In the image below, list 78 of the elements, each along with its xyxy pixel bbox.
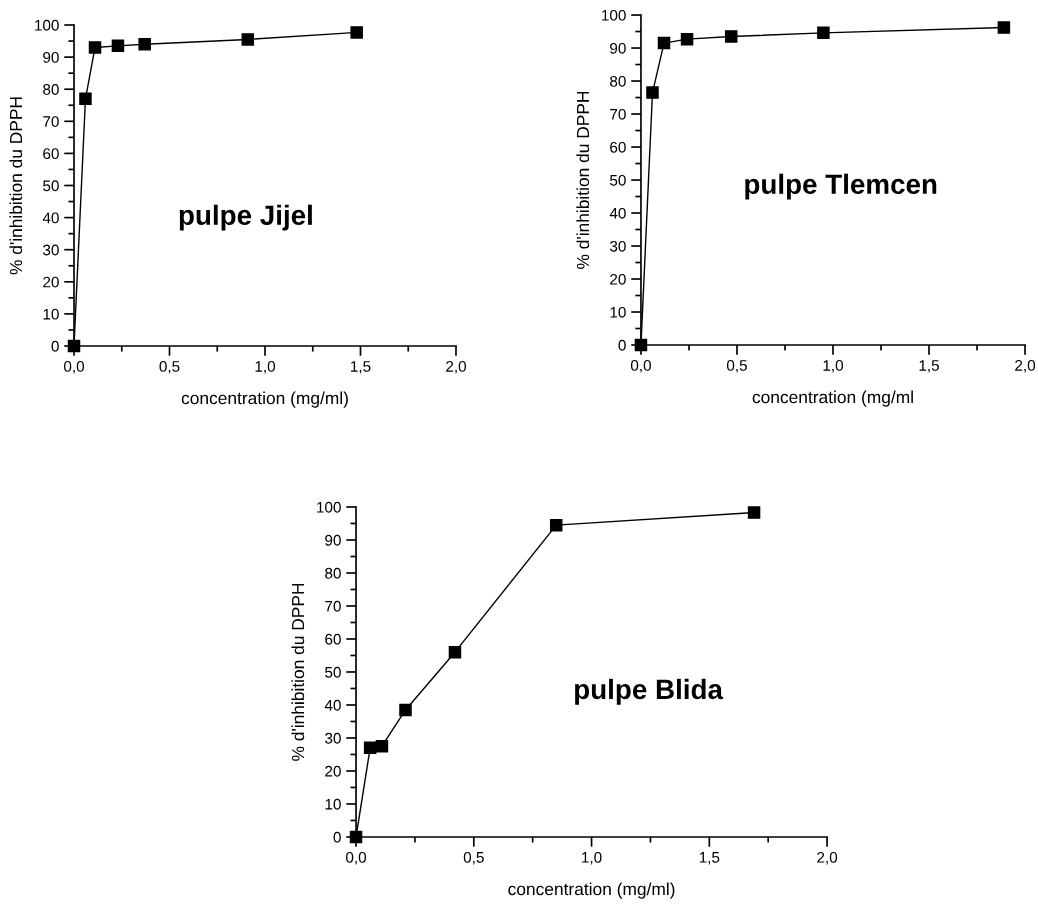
point (79, 92, 92, 106)
y-tick-label: 60 (325, 633, 341, 645)
y-tick-label: 90 (610, 42, 626, 54)
x-tick-label: 1,5 (699, 852, 720, 865)
y-tick-label: 20 (325, 765, 341, 777)
annotation: pulpe Tlemcen (745, 173, 937, 200)
y-tick-label: 90 (43, 51, 59, 63)
x-tick-label: 0,5 (463, 851, 484, 865)
y-tick-label: 30 (43, 244, 59, 256)
y-tick-label: 0 (333, 831, 341, 843)
y-axis-title: % d'inhibition du DPPH (576, 91, 590, 269)
y-tick-label: 50 (325, 666, 341, 678)
y-tick-label: 0 (618, 339, 626, 351)
point (111, 39, 125, 53)
point (350, 26, 363, 39)
x-tick-label: 1,0 (255, 360, 276, 374)
x-tick-label: 1,0 (823, 359, 844, 373)
y-tick-label: 20 (610, 273, 626, 285)
point (817, 26, 830, 40)
point (349, 830, 363, 844)
x-tick-label: 0,5 (159, 360, 180, 374)
y-tick-label: 90 (325, 534, 341, 546)
y-tick-label: 80 (43, 84, 59, 95)
point (657, 36, 671, 50)
point (138, 38, 151, 51)
x-tick-label: 0,0 (63, 360, 85, 374)
y-axis-title: % d'inhibition du DPPH (291, 583, 305, 761)
point (747, 506, 761, 519)
annotation: pulpe Blida (575, 678, 724, 705)
annotation: pulpe Jijel (179, 204, 312, 231)
point (375, 739, 389, 753)
point (399, 703, 412, 717)
y-tick-label: 10 (43, 308, 59, 320)
x-tick-label: 1,5 (919, 360, 939, 373)
point (549, 518, 563, 532)
point (88, 41, 102, 54)
y-tick-label: 60 (43, 148, 59, 160)
y-tick-label: 40 (609, 207, 626, 219)
y-tick-label: 100 (317, 501, 341, 513)
y-tick-label: 100 (602, 9, 626, 21)
y-tick-label: 80 (610, 75, 626, 87)
point (646, 86, 659, 99)
y-tick-label: 50 (43, 180, 59, 192)
y-tick-label: 100 (35, 19, 59, 31)
y-tick-label: 40 (324, 699, 341, 711)
x-tick-label: 2,0 (1015, 359, 1036, 373)
point (67, 339, 81, 353)
point (724, 30, 738, 43)
point (241, 33, 255, 46)
y-tick-label: 40 (42, 212, 59, 224)
x-tick-label: 0,0 (630, 359, 651, 373)
x-tick-label: 2,0 (817, 851, 838, 865)
y-axis-title: % d'inhibition du DPPH (9, 97, 23, 275)
point (997, 21, 1011, 34)
point (448, 645, 462, 659)
x-axis-title: concentration (mg/ml) (181, 391, 348, 408)
x-axis-title: concentration (mg/ml) (508, 882, 675, 899)
y-tick-label: 10 (325, 798, 341, 810)
y-tick-label: 30 (609, 240, 626, 252)
x-tick-label: 0,0 (346, 851, 367, 865)
y-tick-label: 70 (610, 108, 626, 120)
point (634, 338, 648, 352)
y-tick-label: 60 (610, 141, 626, 153)
x-tick-label: 1,5 (351, 361, 371, 374)
x-tick-label: 2,0 (446, 360, 467, 374)
y-tick-label: 50 (610, 174, 626, 186)
point (363, 741, 377, 755)
y-tick-label: 10 (610, 306, 626, 318)
y-tick-label: 70 (43, 116, 59, 127)
y-tick-label: 80 (325, 567, 341, 579)
x-tick-label: 0,5 (726, 359, 747, 373)
y-tick-label: 30 (325, 732, 341, 744)
y-tick-label: 0 (51, 340, 59, 352)
y-tick-label: 20 (43, 276, 59, 288)
y-tick-label: 70 (325, 600, 341, 612)
point (680, 32, 694, 46)
x-tick-label: 1,0 (582, 851, 602, 865)
x-axis-title: concentration (mg/ml (752, 390, 913, 407)
